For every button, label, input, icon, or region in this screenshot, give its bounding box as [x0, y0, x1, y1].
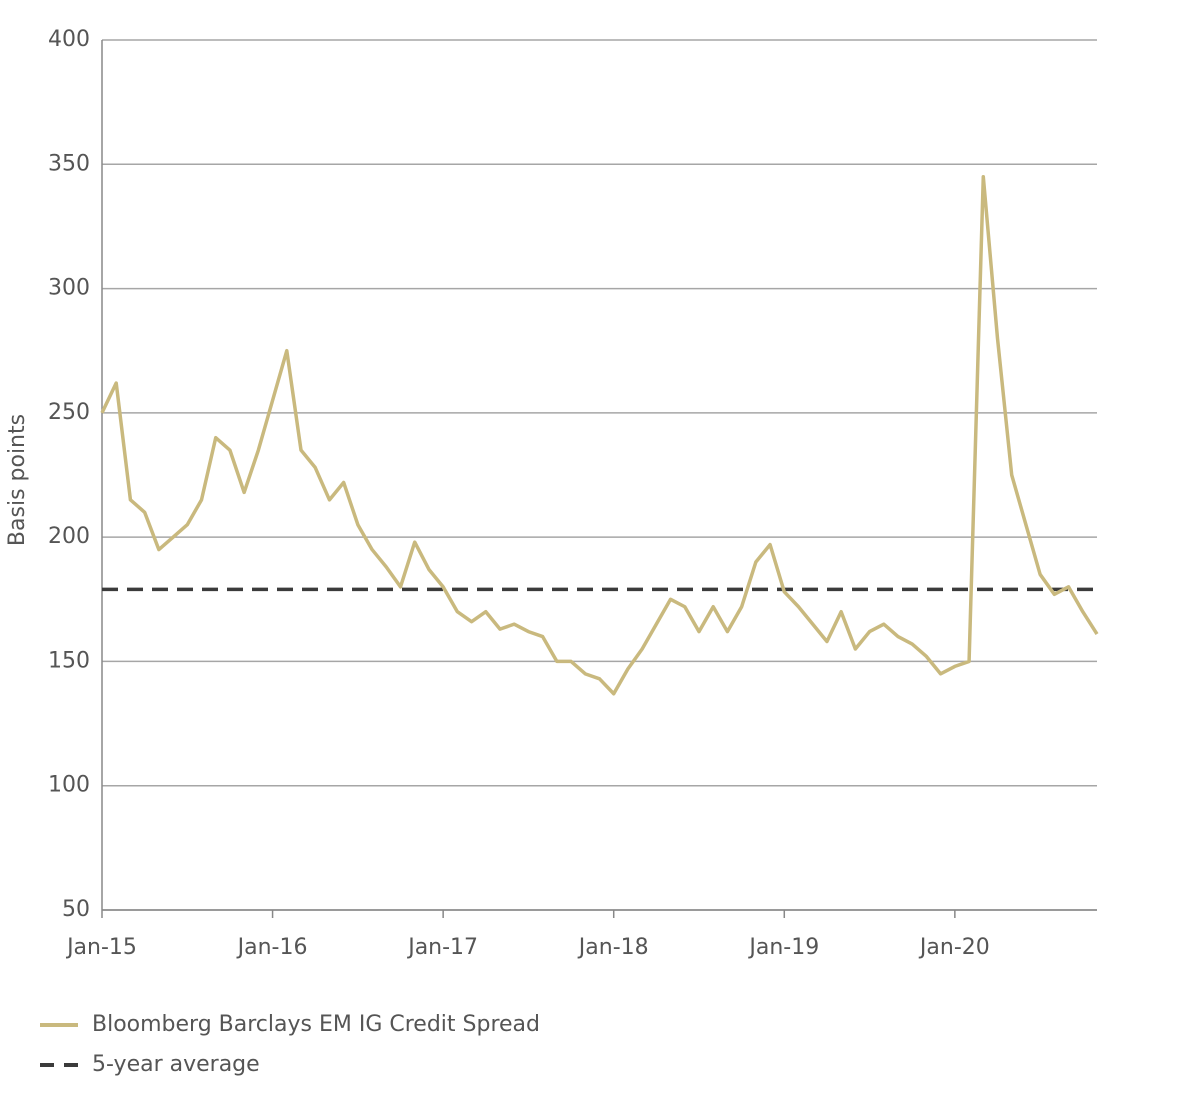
y-tick-label: 400 — [48, 27, 90, 52]
x-tick-label: Jan-18 — [577, 935, 649, 960]
series-line — [100, 174, 1099, 696]
x-tick-label: Jan-20 — [918, 935, 990, 960]
y-tick-label: 50 — [62, 897, 90, 922]
y-tick-label: 250 — [48, 400, 90, 425]
legend-label: 5-year average — [92, 1052, 260, 1077]
x-tick-label: Jan-17 — [406, 935, 478, 960]
y-tick-label: 200 — [48, 524, 90, 549]
y-tick-label: 300 — [48, 276, 90, 301]
y-tick-label: 150 — [48, 648, 90, 673]
legend-label: Bloomberg Barclays EM IG Credit Spread — [92, 1012, 540, 1037]
x-tick-label: Jan-19 — [747, 935, 819, 960]
x-tick-label: Jan-16 — [236, 935, 308, 960]
y-tick-label: 100 — [48, 773, 90, 798]
x-tick-label: Jan-15 — [65, 935, 137, 960]
y-axis-label: Basis points — [5, 414, 30, 546]
y-tick-label: 350 — [48, 151, 90, 176]
